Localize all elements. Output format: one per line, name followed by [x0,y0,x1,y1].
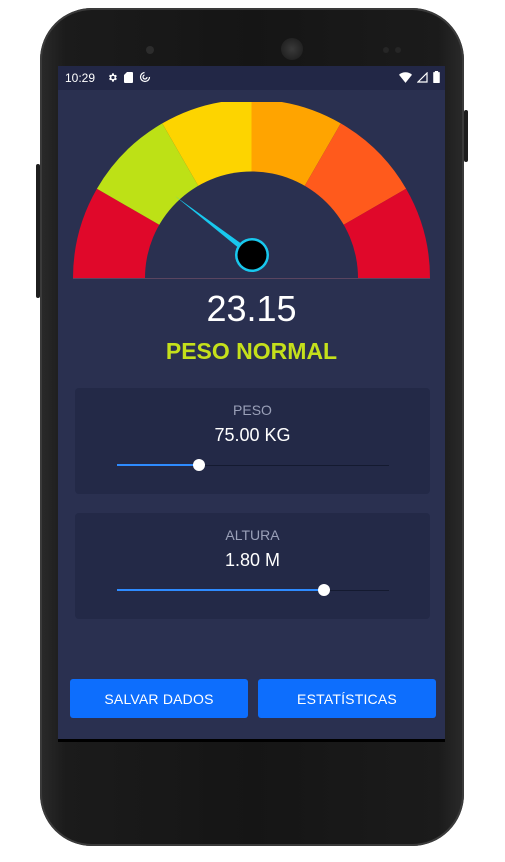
power-button [464,110,468,162]
height-slider-thumb[interactable] [317,584,330,596]
weight-slider-thumb[interactable] [192,459,205,471]
weight-card: PESO 75.00 KG [75,388,430,494]
height-slider[interactable] [117,584,389,598]
volume-button [36,164,40,298]
height-label: ALTURA [225,527,280,543]
weight-value: 75.00 KG [214,425,291,445]
weight-slider[interactable] [117,459,389,473]
sd-card-icon [124,71,133,83]
bmi-value: 23.15 [206,288,297,329]
proximity-sensor [383,47,389,53]
needle-hub [237,240,267,270]
bmi-classification: PESO NORMAL [165,338,338,364]
status-time: 10:29 [65,71,96,85]
save-data-button[interactable]: SALVAR DADOS [70,679,248,718]
earpiece-speaker [281,38,303,60]
gauge-center [145,171,358,278]
height-slider-fill [117,589,324,591]
front-camera [146,46,154,54]
weight-slider-fill [117,464,199,466]
status-bar: 10:29 [58,66,445,90]
navigation-bar [58,739,445,742]
weight-slider-track [117,465,389,466]
battery-icon [433,71,440,83]
height-card: ALTURA 1.80 M [75,513,430,619]
gear-icon [109,72,117,82]
wifi-icon [399,71,412,83]
sync-icon [139,71,151,83]
app-screen: 10:29 [58,66,445,742]
height-value: 1.80 M [224,550,281,570]
cell-signal-icon [417,71,428,83]
bmi-gauge [73,102,430,279]
weight-label: PESO [233,402,272,418]
statistics-button[interactable]: ESTATÍSTICAS [258,679,436,718]
gauge-needle [175,196,254,258]
light-sensor [395,47,401,53]
